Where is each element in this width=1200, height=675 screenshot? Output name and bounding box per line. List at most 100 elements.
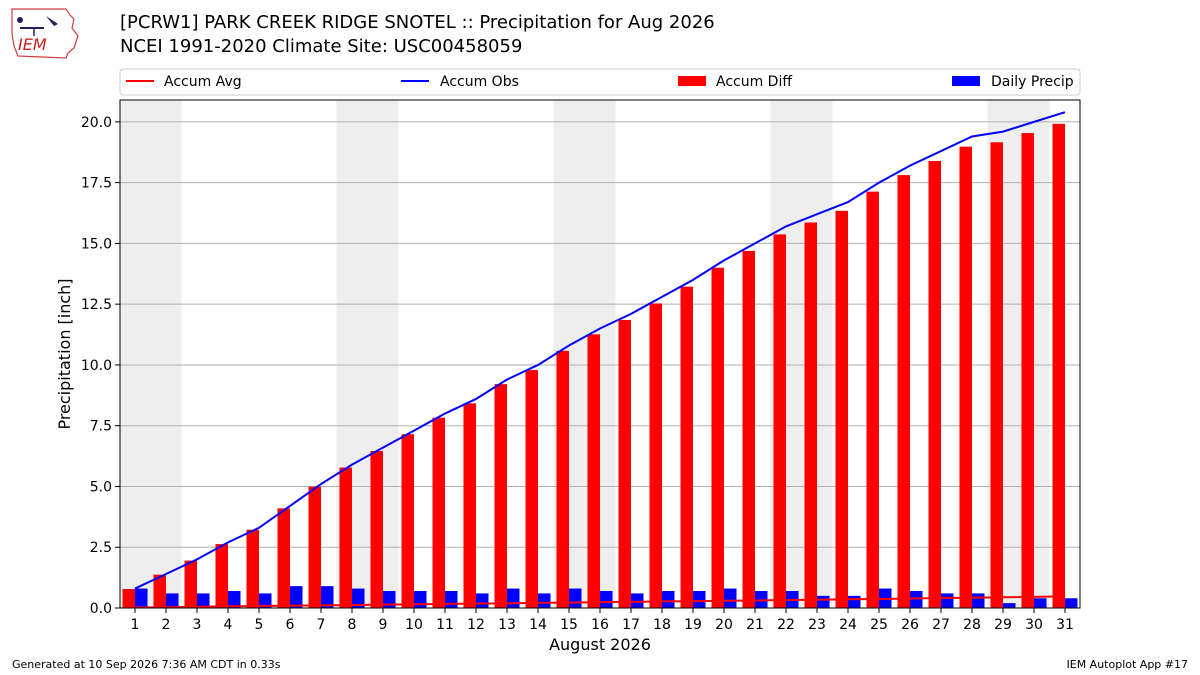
accum-diff-bar: [649, 303, 662, 608]
x-tick-label: 6: [286, 617, 295, 633]
accum-diff-bar: [897, 175, 910, 609]
accum-diff-bar: [246, 529, 259, 608]
x-tick-label: 25: [870, 617, 888, 633]
y-tick-label: 15.0: [81, 236, 112, 252]
legend-accum-avg-label: Accum Avg: [164, 74, 242, 90]
daily-precip-bar: [135, 588, 148, 608]
accum-diff-bar: [432, 417, 445, 608]
accum-diff-bar: [401, 434, 414, 608]
daily-precip-bar: [259, 593, 272, 608]
x-tick-label: 29: [994, 617, 1012, 633]
daily-precip-bar: [817, 595, 830, 608]
daily-precip-bar: [197, 593, 210, 608]
legend-accum-obs-label: Accum Obs: [440, 74, 519, 90]
daily-precip-bar: [569, 588, 582, 608]
accum-diff-bar: [215, 544, 228, 608]
accum-diff-bar: [1021, 133, 1034, 608]
x-tick-label: 4: [224, 617, 233, 633]
daily-precip-bar: [414, 590, 427, 608]
accum-diff-bar: [277, 508, 290, 608]
x-tick-label: 26: [901, 617, 919, 633]
generated-timestamp: Generated at 10 Sep 2026 7:36 AM CDT in …: [12, 658, 281, 671]
iem-logo-text: IEM: [18, 35, 47, 54]
x-tick-label: 9: [379, 617, 388, 633]
accum-diff-bar: [494, 384, 507, 608]
y-tick-label: 7.5: [90, 419, 112, 435]
legend-daily-precip-swatch: [952, 76, 980, 86]
accum-diff-bar: [618, 319, 631, 608]
daily-precip-bar: [445, 590, 458, 608]
daily-precip-bar: [972, 593, 985, 608]
accum-diff-bar: [835, 210, 848, 608]
daily-precip-bar: [1003, 603, 1016, 608]
legend-accum-diff-label: Accum Diff: [716, 74, 792, 90]
x-tick-label: 18: [653, 617, 671, 633]
accum-diff-bar: [308, 486, 321, 608]
legend: Accum Avg Accum Obs Accum Diff Daily Pre…: [119, 68, 1081, 96]
daily-precip-bar: [352, 588, 365, 608]
y-tick-label: 17.5: [81, 176, 112, 192]
chart-subtitle: NCEI 1991-2020 Climate Site: USC00458059: [120, 36, 523, 57]
chart-title: [PCRW1] PARK CREEK RIDGE SNOTEL :: Preci…: [120, 12, 715, 33]
accum-diff-bar: [804, 222, 817, 608]
accum-diff-bar: [928, 161, 941, 608]
y-tick-label: 5.0: [90, 479, 112, 495]
accum-diff-bar: [866, 191, 879, 608]
daily-precip-bar: [228, 590, 241, 608]
x-tick-label: 28: [963, 617, 981, 633]
x-tick-label: 10: [405, 617, 423, 633]
accum-diff-bar: [742, 250, 755, 608]
accum-diff-bar: [1052, 123, 1065, 608]
daily-precip-bar: [693, 590, 706, 608]
y-tick-label: 0.0: [90, 601, 112, 617]
daily-precip-bar: [507, 588, 520, 608]
x-tick-label: 16: [591, 617, 609, 633]
x-tick-label: 12: [467, 617, 485, 633]
y-axis-label: Precipitation [inch]: [55, 278, 74, 429]
accum-diff-bar: [959, 146, 972, 608]
daily-precip-bar: [1034, 598, 1047, 608]
accum-diff-bar: [711, 267, 724, 608]
daily-precip-bar: [538, 593, 551, 608]
x-tick-label: 27: [932, 617, 950, 633]
y-tick-label: 12.5: [81, 297, 112, 313]
x-tick-label: 14: [529, 617, 547, 633]
daily-precip-bar: [724, 588, 737, 608]
accum-diff-bar: [556, 350, 569, 608]
accum-diff-bar: [990, 142, 1003, 608]
daily-precip-bar: [848, 595, 861, 608]
x-tick-label: 23: [808, 617, 826, 633]
daily-precip-bar: [1065, 598, 1078, 608]
x-tick-label: 15: [560, 617, 578, 633]
x-tick-label: 30: [1025, 617, 1043, 633]
y-tick-label: 10.0: [81, 358, 112, 374]
legend-box: [119, 68, 1081, 96]
daily-precip-bar: [166, 593, 179, 608]
y-tick-label: 2.5: [90, 540, 112, 556]
x-tick-label: 20: [715, 617, 733, 633]
accum-diff-bar: [122, 589, 135, 608]
daily-precip-bar: [476, 593, 489, 608]
y-axis-ticks: 0.0 2.5 5.0 7.5 10.0 12.5 15.0 17.5 20.0: [81, 115, 120, 617]
x-tick-label: 5: [255, 617, 264, 633]
x-tick-label: 1: [131, 617, 140, 633]
y-tick-label: 20.0: [81, 115, 112, 131]
bars: [122, 123, 1078, 609]
accum-diff-bar: [339, 467, 352, 608]
accum-diff-bar: [370, 450, 383, 608]
accum-diff-bar: [184, 560, 197, 608]
x-tick-label: 17: [622, 617, 640, 633]
x-tick-label: 3: [193, 617, 202, 633]
x-tick-label: 7: [317, 617, 326, 633]
x-tick-label: 13: [498, 617, 516, 633]
accum-diff-bar: [463, 403, 476, 608]
daily-precip-bar: [662, 590, 675, 608]
accum-diff-bar: [680, 286, 693, 608]
x-axis-label: August 2026: [549, 635, 651, 654]
weekend-shading: [120, 100, 1050, 608]
weekend-shade: [120, 100, 182, 608]
x-axis-ticks: 1 2 3 4 5 6 7 8 9 10 11 12 13 14 15 16 17 18 19 20 21 22 23 24 2…: [131, 608, 1074, 633]
x-tick-label: 2: [162, 617, 171, 633]
daily-precip-bar: [290, 586, 303, 608]
